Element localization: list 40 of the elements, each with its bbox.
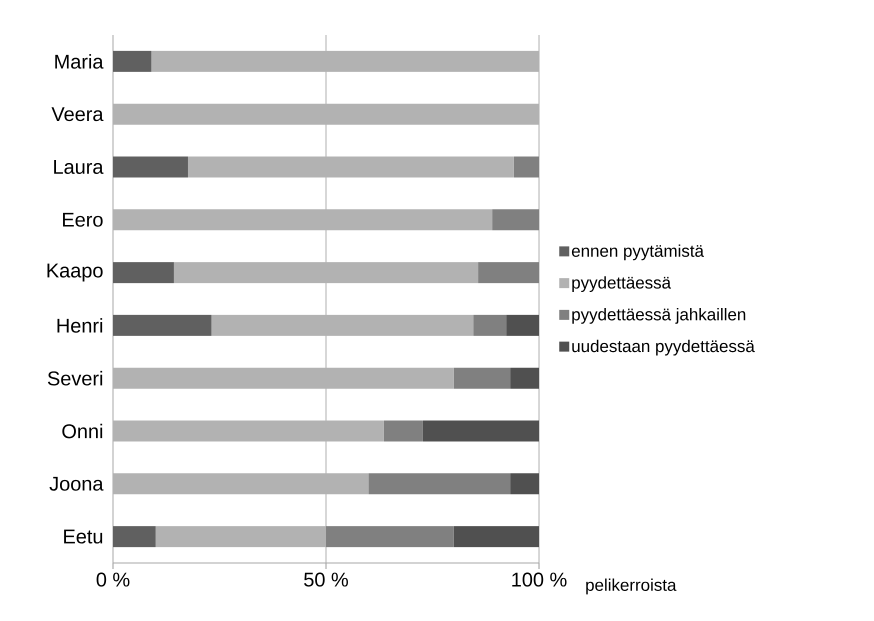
bar — [156, 526, 326, 548]
bar — [454, 526, 540, 548]
bar — [478, 262, 540, 284]
legend-label: pyydettäessä jahkaillen — [572, 308, 746, 324]
bar — [188, 156, 514, 178]
bar — [506, 314, 540, 336]
y-tick-label: Eero — [63, 212, 103, 227]
bar — [514, 156, 540, 178]
x-tick-label: 0 % — [96, 572, 130, 587]
bar — [368, 473, 510, 494]
bar — [113, 262, 174, 284]
y-tick-label: Severi — [48, 370, 102, 386]
y-tick-label: Kaapo — [48, 264, 103, 282]
bar — [384, 420, 423, 442]
y-tick-label: Joona — [50, 476, 104, 491]
y-tick-label: Veera — [52, 107, 104, 122]
bar — [113, 50, 152, 72]
bar — [510, 368, 540, 389]
bar — [113, 156, 188, 178]
legend-label: ennen pyytämistä — [572, 244, 704, 260]
bar — [454, 368, 510, 389]
y-tick-label: Laura — [54, 160, 104, 174]
bar — [326, 526, 454, 548]
y-tick-label: Maria — [55, 54, 104, 69]
legend-label: uudestaan pyydettäessä — [572, 340, 755, 356]
y-tick-label: Henri — [58, 318, 102, 333]
bar — [113, 526, 156, 548]
y-tick-label: Onni — [62, 424, 102, 438]
bar — [211, 314, 474, 336]
x-axis-title: pelikerroista — [586, 578, 676, 594]
x-tick-label: 100 % — [512, 572, 567, 587]
legend-label: pyydettäessä — [572, 276, 672, 292]
x-tick-label: 50 % — [304, 572, 348, 587]
bar — [113, 314, 212, 336]
y-tick-label: Eetu — [64, 530, 102, 544]
bar — [174, 262, 478, 284]
bar — [510, 473, 540, 494]
bar — [473, 314, 506, 336]
bar — [422, 420, 540, 442]
bar — [492, 209, 540, 230]
